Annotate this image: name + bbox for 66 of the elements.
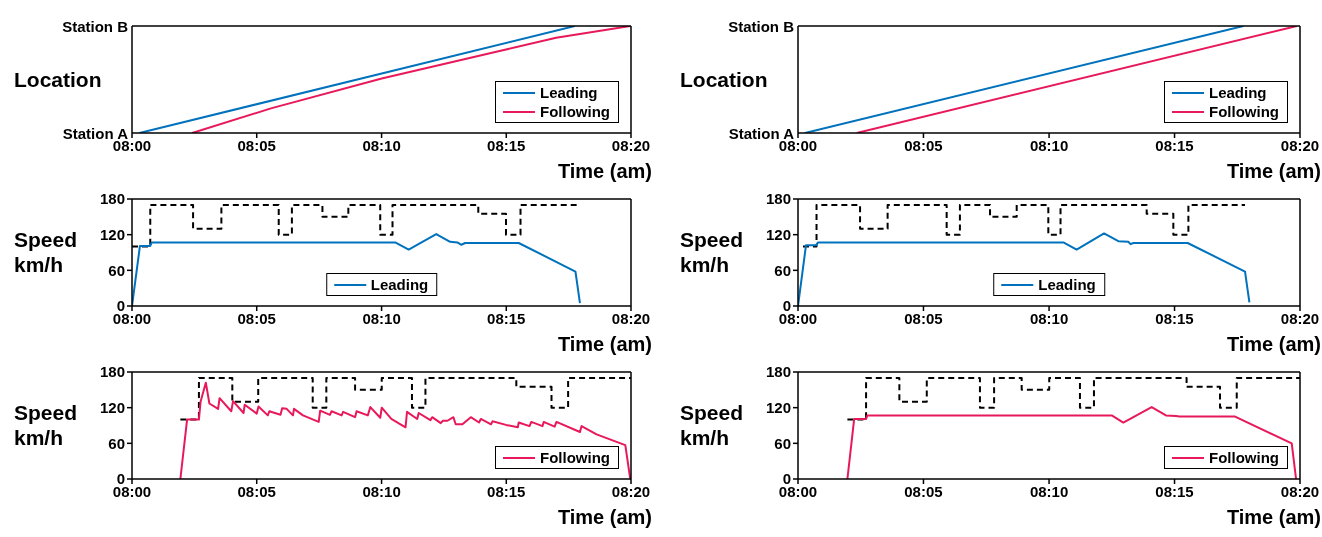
y-tick-label: 120 <box>765 398 791 416</box>
line-series <box>846 406 1298 479</box>
y-tick-label: 120 <box>99 225 125 243</box>
x-tick-label: 08:10 <box>362 482 401 500</box>
x-tick-label: 08:10 <box>362 309 401 327</box>
line-series <box>798 232 1251 306</box>
y-tick-label: 180 <box>765 363 791 381</box>
y-tick-label: 0 <box>116 470 125 488</box>
y-tick-label: 120 <box>99 398 125 416</box>
legend-label: Following <box>540 103 610 120</box>
y-axis-title: Location <box>680 66 769 91</box>
legend-label: Leading <box>540 84 598 101</box>
y-axis-title: Speed km/h <box>14 400 78 449</box>
x-tick-label: 08:20 <box>1280 482 1320 500</box>
y-axis-title: Speed km/h <box>680 400 744 449</box>
x-tick-label: 08:05 <box>237 136 276 154</box>
legend-label: Following <box>540 449 610 466</box>
y-tick-label: 180 <box>765 190 791 208</box>
y-tick-label: 60 <box>774 261 791 279</box>
line-series <box>132 233 581 306</box>
y-tick-label: 0 <box>116 297 125 315</box>
legend-label: Following <box>1209 449 1279 466</box>
x-axis-title: Time (am) <box>1226 506 1321 529</box>
x-tick-label: 08:20 <box>611 309 651 327</box>
x-tick-label: 08:15 <box>1155 309 1194 327</box>
x-axis-title: Time (am) <box>557 333 652 356</box>
y-axis-title: Speed km/h <box>680 227 744 276</box>
y-axis-title: Speed km/h <box>14 227 78 276</box>
y-tick-label: 60 <box>108 261 125 279</box>
x-axis-title: Time (am) <box>1226 333 1321 356</box>
legend-label: Following <box>1209 103 1279 120</box>
legend-label: Leading <box>1038 276 1096 293</box>
x-tick-label: 08:10 <box>1029 309 1069 327</box>
x-tick-label: 08:10 <box>1029 136 1069 154</box>
y-tick-label: 180 <box>99 363 125 381</box>
y-tick-label: 0 <box>782 297 791 315</box>
x-tick-label: 08:15 <box>487 482 526 500</box>
legend-label: Leading <box>1209 84 1267 101</box>
x-tick-label: 08:20 <box>611 482 651 500</box>
x-tick-label: 08:10 <box>362 136 401 154</box>
x-tick-label: 08:15 <box>487 309 526 327</box>
x-tick-label: 08:20 <box>1280 309 1320 327</box>
y-tick-label: 60 <box>108 434 125 452</box>
line-series <box>179 381 631 479</box>
x-axis-title: Time (am) <box>1226 160 1321 183</box>
x-tick-label: 08:05 <box>904 136 943 154</box>
x-tick-label: 08:10 <box>1029 482 1069 500</box>
y-axis-title: Location <box>14 66 103 91</box>
text: Station B <box>728 17 794 35</box>
x-tick-label: 08:05 <box>237 482 276 500</box>
x-tick-label: 08:20 <box>1280 136 1320 154</box>
legend-label: Leading <box>370 276 429 293</box>
x-tick-label: 08:20 <box>611 136 651 154</box>
y-tick-label: 0 <box>782 470 791 488</box>
x-tick-label: 08:05 <box>904 482 943 500</box>
x-axis-title: Time (am) <box>557 506 652 529</box>
x-tick-label: 08:15 <box>487 136 526 154</box>
y-tick-label: 60 <box>774 434 791 452</box>
y-tick-label: 180 <box>99 190 125 208</box>
x-axis-title: Time (am) <box>557 160 652 183</box>
x-tick-label: 08:05 <box>904 309 943 327</box>
y-tick-label: 120 <box>765 225 791 243</box>
x-tick-label: 08:15 <box>1155 136 1194 154</box>
x-tick-label: 08:05 <box>237 309 276 327</box>
x-tick-label: 08:15 <box>1155 482 1194 500</box>
text: Station B <box>62 17 128 35</box>
